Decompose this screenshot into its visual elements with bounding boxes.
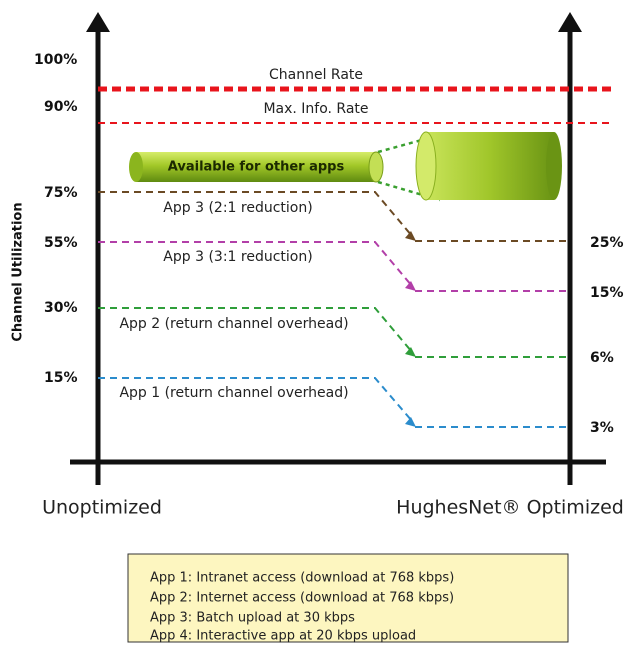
arrowhead — [405, 281, 416, 291]
flows — [98, 191, 570, 428]
legend-item: App 1: Intranet access (download at 768 … — [150, 571, 454, 586]
level-label: 55% — [44, 235, 78, 251]
arrow — [558, 12, 582, 32]
small-cylinder — [129, 151, 384, 183]
level-label: 15% — [44, 370, 78, 386]
legend-item: App 2: Internet access (download at 768 … — [150, 591, 454, 606]
arrowhead — [405, 417, 416, 427]
flow-label: App 3 (3:1 reduction) — [163, 249, 312, 265]
level-label: 15% — [590, 285, 624, 301]
ref-label: Max. Info. Rate — [263, 101, 368, 117]
axes — [70, 28, 606, 485]
flow-label: App 2 (return channel overhead) — [119, 316, 348, 332]
level-label: 3% — [590, 420, 614, 436]
level-label: 30% — [44, 300, 78, 316]
level-label: 6% — [590, 350, 614, 366]
arrow — [86, 12, 110, 32]
level-label: 75% — [44, 185, 78, 201]
arrowhead — [405, 347, 416, 357]
x-label: Unoptimized — [42, 497, 162, 519]
ref-label: Channel Rate — [269, 67, 363, 83]
arrowhead — [405, 231, 416, 241]
y-axis-label: Channel Utilization — [11, 202, 26, 341]
cylinder-label: Available for other apps — [168, 160, 345, 175]
flow-label: App 1 (return channel overhead) — [119, 385, 348, 401]
connector — [377, 180, 441, 202]
legend-box — [127, 553, 569, 643]
large-cylinder — [415, 131, 562, 201]
level-label: 100% — [34, 52, 77, 68]
level-label: 90% — [44, 99, 78, 115]
connector — [377, 133, 441, 154]
level-label: 25% — [590, 235, 624, 251]
flow-label: App 3 (2:1 reduction) — [163, 200, 312, 216]
legend-item: App 4: Interactive app at 20 kbps upload — [150, 629, 416, 644]
x-label: HughesNet® Optimized — [396, 497, 624, 519]
legend-item: App 3: Batch upload at 30 kbps — [150, 611, 355, 626]
